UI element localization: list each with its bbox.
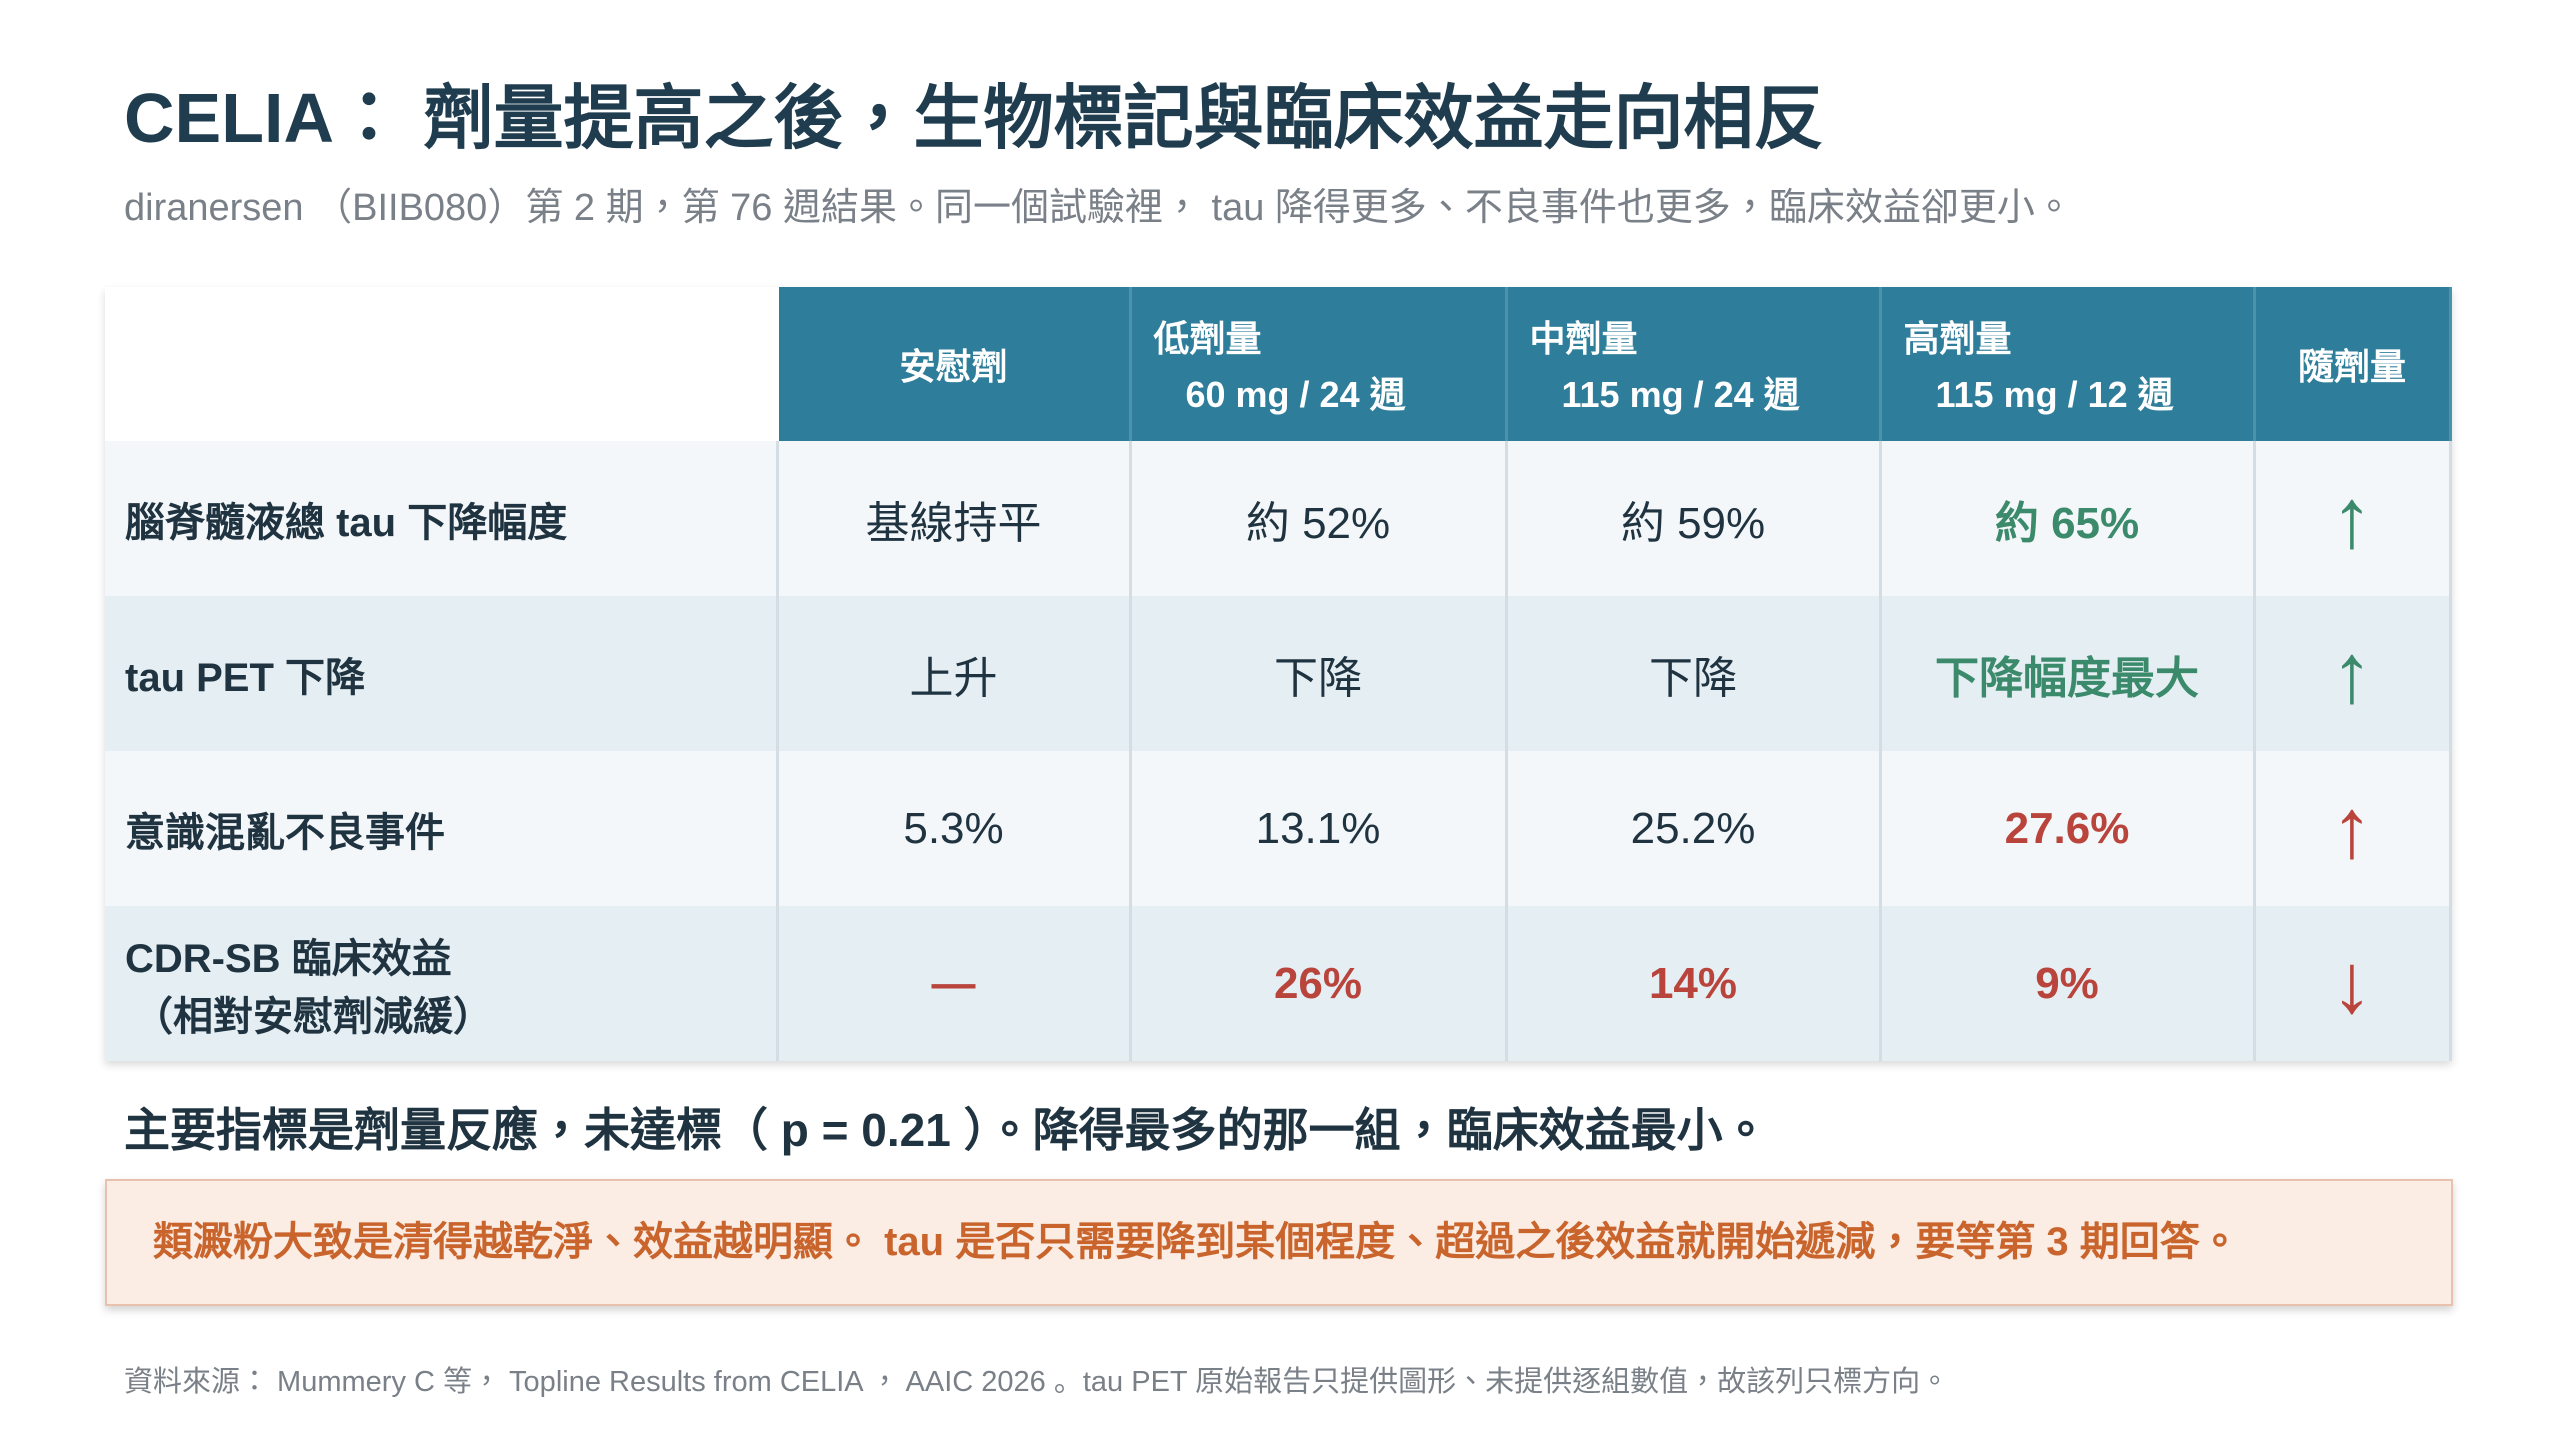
summary: 主要指標是劑量反應，未達標（ p = 0.21 ）。降得最多的那一組，臨床效益最… xyxy=(124,1104,1769,1156)
column-detail: 115 mg / 24 週 xyxy=(1561,374,1800,415)
table-cell: 26% xyxy=(1130,906,1508,1061)
table-cell: 基線持平 xyxy=(777,441,1132,596)
subtitle: diranersen （BIIB080）第 2 期，第 76 週結果。同一個試驗… xyxy=(124,187,2073,229)
header-row: 安慰劑 低劑量 60 mg / 24 週 中劑量 115 mg / 24 週 高劑量 115… xyxy=(105,287,2452,441)
column-name: 隨劑量 xyxy=(2297,346,2406,387)
table-cell: 13.1% xyxy=(1130,751,1508,906)
table-cell: 上升 xyxy=(777,596,1132,751)
table-cell: 14% xyxy=(1506,906,1882,1061)
row-label-text: 意識混亂不良事件 xyxy=(125,810,445,855)
table-row: 意識混亂不良事件 5.3% 13.1% 25.2% 27.6% ↑ xyxy=(105,751,2452,906)
column-header: 低劑量 60 mg / 24 週 xyxy=(1130,287,1508,441)
column-header: 中劑量 115 mg / 24 週 xyxy=(1506,287,1882,441)
column-name: 安慰劑 xyxy=(899,346,1008,387)
table-cell: 27.6% xyxy=(1880,751,2256,906)
row-sublabel: （相對安慰劑減緩） xyxy=(133,994,493,1039)
table-body: 腦脊髓液總 tau 下降幅度 基線持平約 52% 約 59% 約 65% ↑ tau PE… xyxy=(105,441,2452,1061)
table-cell: 約 52% xyxy=(1130,441,1508,596)
table-row: CDR-SB 臨床效益 （相對安慰劑減緩） —26% 14% 9% ↓ xyxy=(105,906,2452,1061)
table-row: tau PET 下降 上升 下降 下降 下降幅度最大 ↑ xyxy=(105,596,2452,751)
column-name: 高劑量 xyxy=(1903,318,2012,359)
source-note: 資料來源： Mummery C 等， Topline Results from … xyxy=(124,1366,1950,1398)
trend-arrow: ↑ xyxy=(2254,751,2452,906)
column-name: 低劑量 xyxy=(1153,318,1262,359)
results-table: 安慰劑 低劑量 60 mg / 24 週 中劑量 115 mg / 24 週 高劑量 115… xyxy=(105,287,2452,1061)
row-label: tau PET 下降 xyxy=(105,596,779,751)
column-detail: 60 mg / 24 週 xyxy=(1185,374,1406,415)
table-cell: 5.3% xyxy=(777,751,1132,906)
row-label: 意識混亂不良事件 xyxy=(105,751,779,906)
column-header: 安慰劑 xyxy=(777,287,1132,441)
column-detail: 115 mg / 12 週 xyxy=(1935,374,2174,415)
trend-arrow: ↓ xyxy=(2254,906,2452,1061)
table-cell: 約 59% xyxy=(1506,441,1882,596)
row-label-text: CDR-SB 臨床效益 xyxy=(125,936,452,981)
table-cell: 下降 xyxy=(1506,596,1882,751)
table-row: 腦脊髓液總 tau 下降幅度 基線持平約 52% 約 59% 約 65% ↑ xyxy=(105,441,2452,596)
trend-arrow: ↑ xyxy=(2254,596,2452,751)
column-name: 中劑量 xyxy=(1529,318,1638,359)
table-cell: 下降 xyxy=(1130,596,1508,751)
blank-cell xyxy=(105,287,779,441)
table-cell: — xyxy=(777,906,1132,1061)
table-cell: 25.2% xyxy=(1506,751,1882,906)
table-cell: 下降幅度最大 xyxy=(1880,596,2256,751)
callout: 類澱粉大致是清得越乾淨、效益越明顯。 tau 是否只需要降到某個程度、超過之後效… xyxy=(105,1179,2453,1306)
table-cell: 約 65% xyxy=(1880,441,2256,596)
row-label: CDR-SB 臨床效益 （相對安慰劑減緩） xyxy=(105,906,779,1061)
row-label-text: tau PET 下降 xyxy=(125,655,366,700)
column-header: 隨劑量 xyxy=(2254,287,2452,441)
row-label: 腦脊髓液總 tau 下降幅度 xyxy=(105,441,779,596)
trend-arrow: ↑ xyxy=(2254,441,2452,596)
column-header: 高劑量 115 mg / 12 週 xyxy=(1880,287,2256,441)
table-cell: 9% xyxy=(1880,906,2256,1061)
row-label-text: 腦脊髓液總 tau 下降幅度 xyxy=(125,500,568,545)
title: CELIA： 劑量提高之後，生物標記與臨床效益走向相反 xyxy=(124,79,1824,157)
